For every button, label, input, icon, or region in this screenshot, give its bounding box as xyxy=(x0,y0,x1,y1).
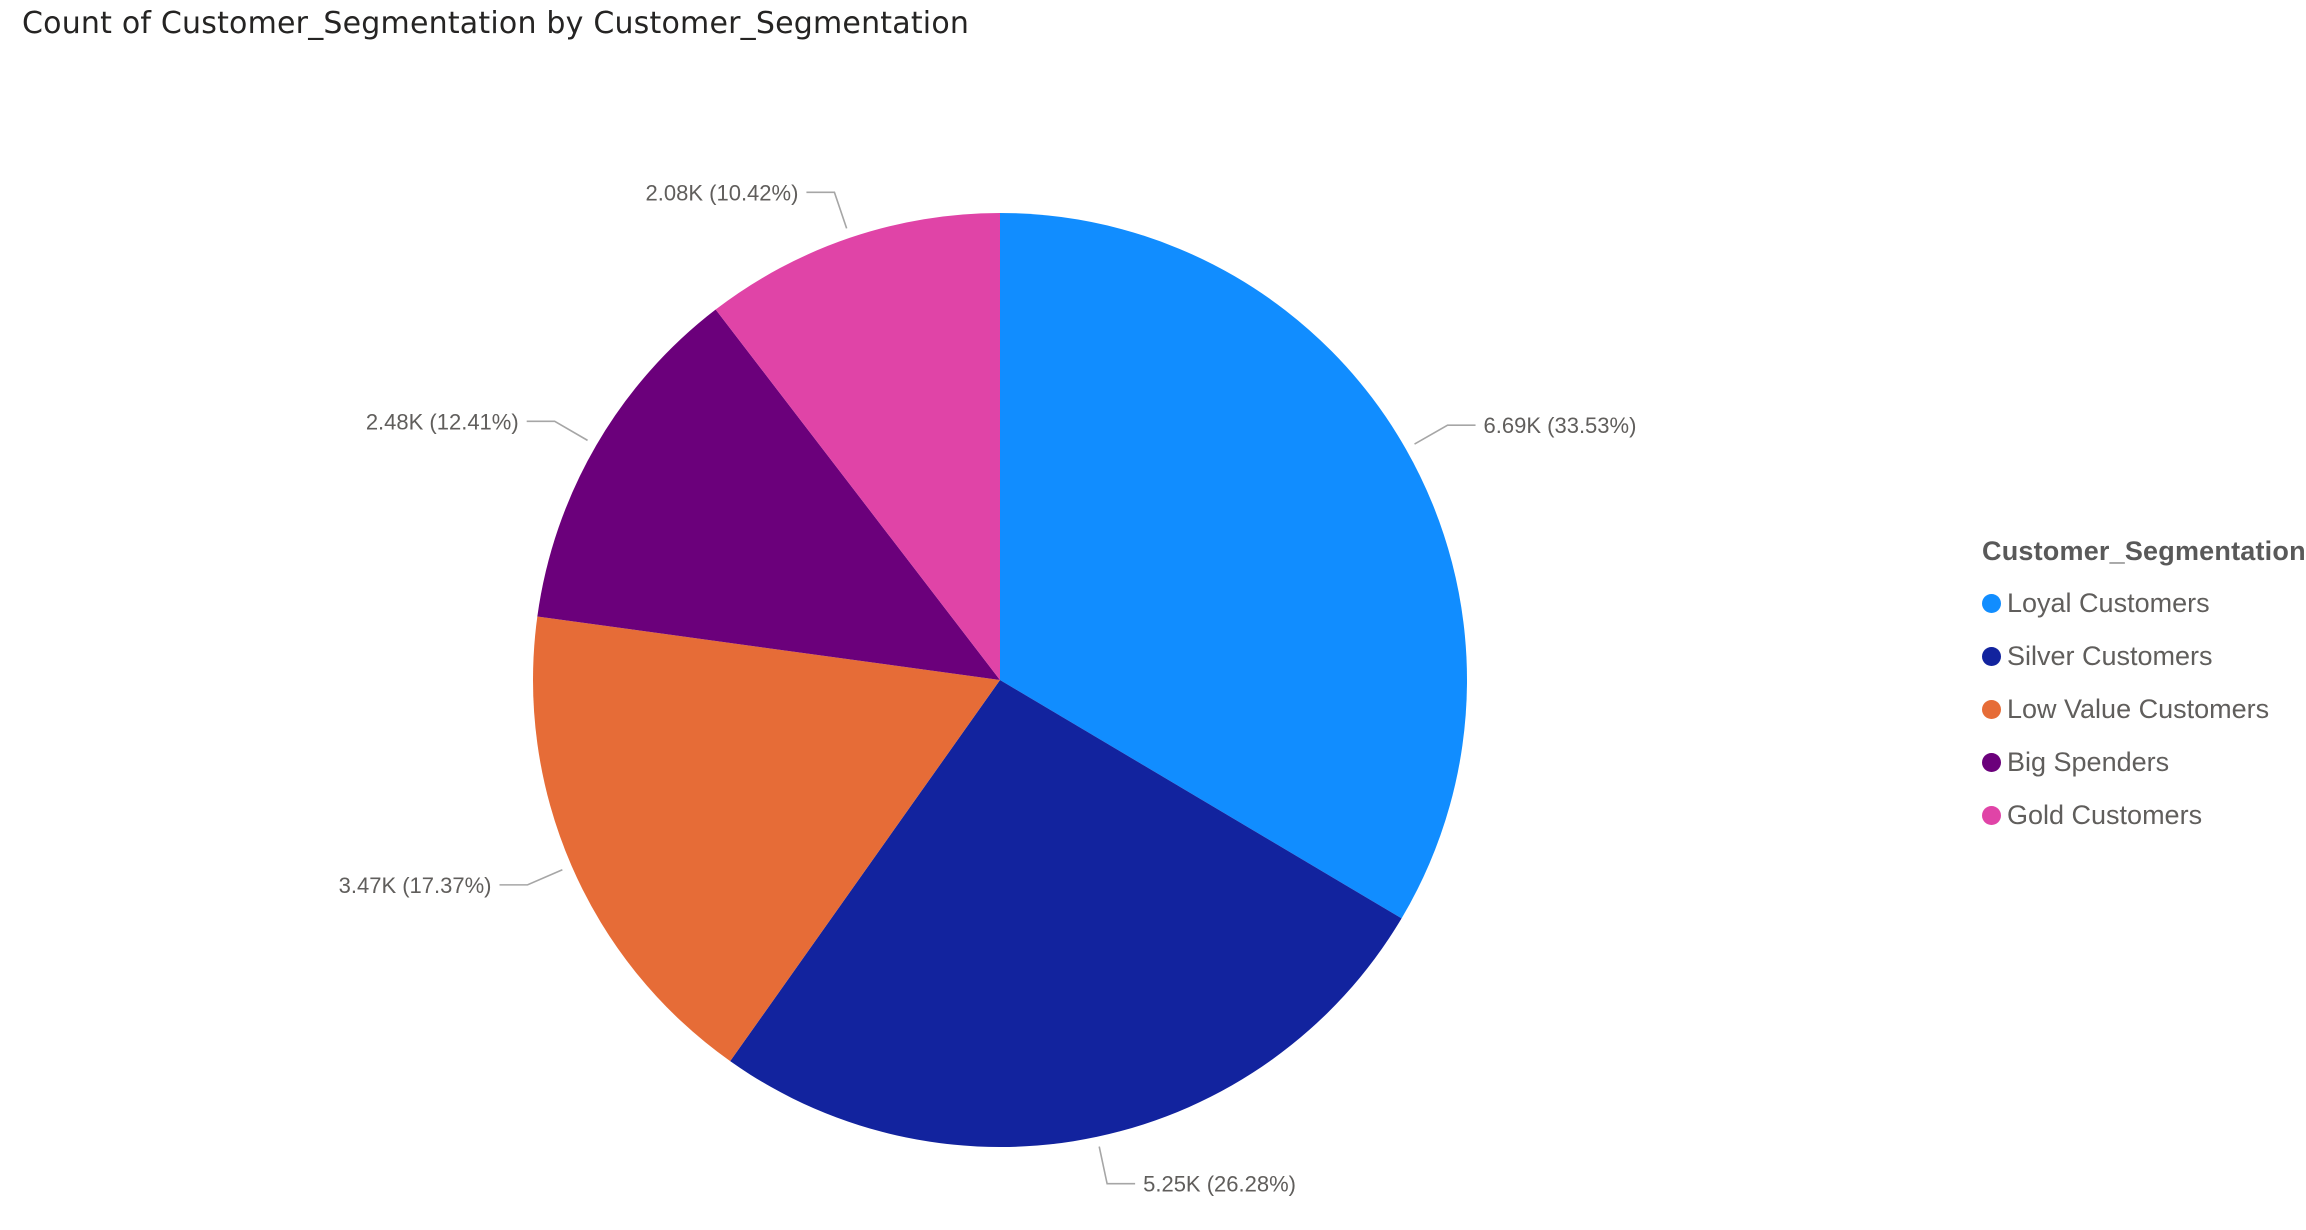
legend-item-loyal-customers[interactable]: Loyal Customers xyxy=(1982,577,2306,630)
data-label-low-value-customers: 3.47K (17.37%) xyxy=(339,873,492,898)
legend-label: Loyal Customers xyxy=(2007,588,2210,618)
data-labels: 6.69K (33.53%) 5.25K (26.28%) 3.47K (17.37… xyxy=(339,180,1637,1196)
pie-slice-gold-customers[interactable] xyxy=(715,213,1000,680)
leader-line-silver-customers xyxy=(1098,1146,1136,1185)
legend-label: Low Value Customers xyxy=(2007,694,2270,724)
legend-items: Loyal Customers Silver Customers Low Value… xyxy=(1982,577,2306,842)
pie-slice-silver-customers[interactable] xyxy=(730,680,1402,1148)
pie-slice-loyal-customers[interactable] xyxy=(1000,213,1468,919)
legend-item-low-value-customers[interactable]: Low Value Customers xyxy=(1982,683,2306,736)
pie-slice-big-spenders[interactable] xyxy=(537,309,1000,680)
legend-swatch-icon xyxy=(1982,700,2001,719)
legend-item-silver-customers[interactable]: Silver Customers xyxy=(1982,630,2306,683)
legend-item-gold-customers[interactable]: Gold Customers xyxy=(1982,789,2306,842)
legend-item-big-spenders[interactable]: Big Spenders xyxy=(1982,736,2306,789)
pie-slices xyxy=(533,213,1468,1148)
leader-line-low-value-customers xyxy=(499,869,563,886)
data-label-big-spenders: 2.48K (12.41%) xyxy=(366,409,519,434)
leader-line-gold-customers xyxy=(806,191,848,229)
leader-line-big-spenders xyxy=(526,420,588,442)
legend-swatch-icon xyxy=(1982,647,2001,666)
legend-label: Big Spenders xyxy=(2007,747,2170,777)
legend-swatch-icon xyxy=(1982,594,2001,613)
legend-label: Silver Customers xyxy=(2007,641,2213,671)
legend: Customer_Segmentation Loyal Customers Sil… xyxy=(1982,536,2306,842)
data-label-silver-customers: 5.25K (26.28%) xyxy=(1143,1172,1296,1197)
leader-line-loyal-customers xyxy=(1414,424,1476,445)
legend-swatch-icon xyxy=(1982,753,2001,772)
legend-title: Customer_Segmentation xyxy=(1982,536,2306,566)
legend-label: Gold Customers xyxy=(2007,800,2203,830)
legend-swatch-icon xyxy=(1982,806,2001,825)
data-label-gold-customers: 2.08K (10.42%) xyxy=(646,180,799,205)
pie-slice-low-value-customers[interactable] xyxy=(533,616,1000,1062)
label-leader-lines xyxy=(499,191,1476,1185)
data-label-loyal-customers: 6.69K (33.53%) xyxy=(1484,413,1637,438)
chart-title: Count of Customer_Segmentation by Custom… xyxy=(22,6,970,41)
